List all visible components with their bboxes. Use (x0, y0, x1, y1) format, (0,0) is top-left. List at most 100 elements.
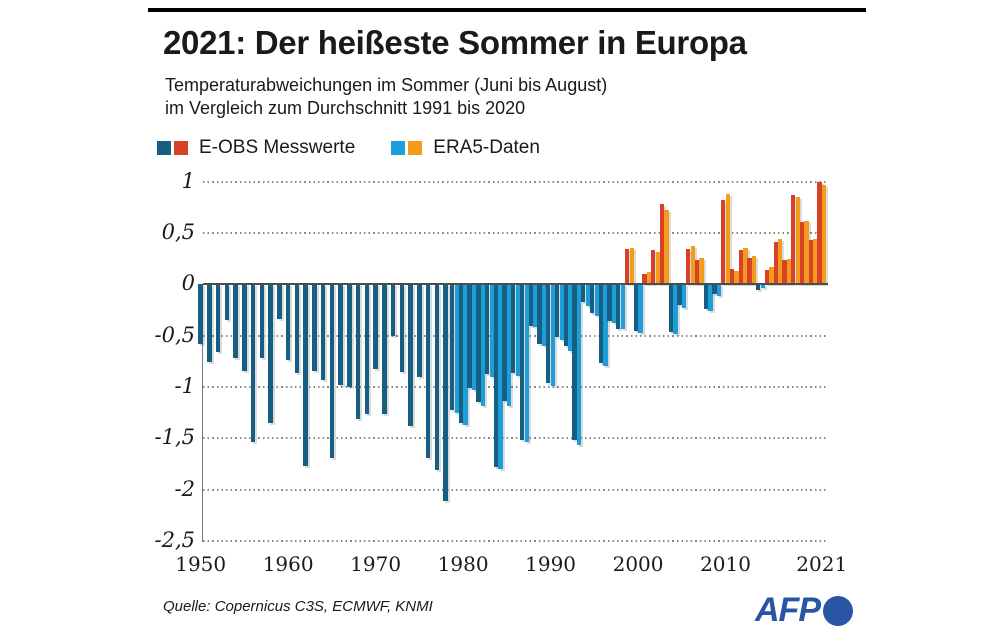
legend: E-OBS Messwerte ERA5-Daten (157, 137, 576, 159)
bar-era5 (629, 248, 634, 285)
y-axis-tick-label: -2 (174, 476, 195, 501)
x-axis-tick-label: 1990 (525, 552, 577, 576)
bar-eobs (721, 200, 726, 285)
x-axis-tick-label: 2000 (612, 552, 664, 576)
bar-era5 (585, 284, 591, 306)
y-axis-spine (201, 284, 204, 542)
bar-era5 (716, 284, 722, 296)
bar-eobs (712, 284, 717, 294)
bar-eobs (285, 284, 291, 361)
bar-eobs (817, 181, 822, 285)
bar-era5 (751, 255, 757, 285)
bar-era5 (769, 266, 774, 285)
y-axis-tick-label: -0,5 (154, 322, 196, 347)
bar-eobs (799, 221, 805, 285)
bar-eobs (546, 284, 551, 383)
bar-era5 (638, 284, 643, 333)
bar-eobs (303, 284, 308, 467)
gridline (202, 540, 828, 543)
bar-era5 (550, 284, 556, 386)
y-axis-tick-label: 1 (181, 168, 195, 193)
bar-eobs (198, 284, 203, 344)
bar-eobs (624, 249, 630, 285)
x-axis-tick-label: 1950 (175, 552, 227, 576)
x-axis-tick-label: 1970 (350, 552, 402, 576)
chart-subtitle: Temperaturabweichungen im Sommer (Juni b… (165, 74, 607, 120)
bar-eobs (355, 284, 361, 419)
bar-era5 (603, 284, 608, 367)
bar-eobs (616, 284, 621, 330)
top-rule (148, 8, 866, 12)
bar-era5 (813, 239, 818, 285)
bar-eobs (443, 284, 448, 502)
bar-eobs (312, 284, 317, 371)
bar-eobs (320, 284, 326, 380)
bar-era5 (463, 284, 468, 426)
bar-era5 (489, 284, 494, 377)
bar-eobs (589, 284, 595, 314)
bar-eobs (808, 240, 813, 285)
bar-eobs (677, 284, 682, 305)
subtitle-line-1: Temperaturabweichungen im Sommer (Juni b… (165, 75, 608, 95)
y-axis-tick-label: 0,5 (161, 219, 195, 244)
y-axis-tick-label: 0 (181, 271, 195, 296)
bar-eobs (484, 284, 490, 374)
bar-era5 (708, 284, 713, 311)
bar-era5 (533, 284, 538, 328)
gridline (202, 488, 828, 491)
bar-era5 (507, 284, 512, 406)
bar-eobs (642, 274, 647, 285)
bar-eobs (581, 284, 586, 302)
bar-eobs (277, 284, 282, 320)
bar-era5 (568, 284, 573, 352)
bar-eobs (703, 284, 708, 309)
bar-era5 (725, 193, 731, 285)
bar-eobs (607, 284, 612, 322)
gridline (202, 386, 828, 389)
bar-eobs (764, 269, 770, 285)
bar-eobs (224, 284, 230, 321)
bar-era5 (778, 239, 783, 285)
bar-era5 (690, 246, 696, 285)
afp-logo-text: AFP (755, 591, 821, 629)
bar-eobs (791, 194, 796, 285)
bar-eobs (493, 284, 498, 468)
bar-eobs (476, 284, 481, 403)
bar-era5 (786, 258, 792, 285)
gridline (202, 231, 828, 234)
bar-eobs (519, 284, 525, 441)
bar-era5 (594, 284, 599, 317)
bar-eobs (563, 284, 568, 346)
bar-era5 (681, 284, 687, 308)
bar-eobs (294, 284, 300, 373)
bar-eobs (233, 284, 238, 359)
bar-era5 (734, 270, 739, 285)
bar-eobs (259, 284, 265, 359)
legend-swatch-era5-positive-icon (408, 141, 423, 155)
legend-label-era5: ERA5-Daten (433, 137, 540, 158)
subtitle-line-2: im Vergleich zum Durchschnitt 1991 bis 2… (165, 98, 526, 118)
bar-eobs (408, 284, 413, 427)
afp-logo: AFP (755, 591, 853, 630)
x-axis-tick-label: 1960 (262, 552, 314, 576)
bar-era5 (760, 284, 765, 289)
bar-eobs (417, 284, 422, 377)
bar-eobs (633, 284, 638, 331)
bar-era5 (524, 284, 529, 443)
bar-era5 (673, 284, 678, 334)
zero-axis-line (202, 283, 828, 286)
bar-eobs (347, 284, 352, 388)
bar-eobs (215, 284, 221, 353)
bar-era5 (795, 196, 800, 285)
bar-era5 (699, 257, 704, 285)
bar-eobs (329, 284, 335, 458)
bar-era5 (498, 284, 503, 470)
source-note: Quelle: Copernicus C3S, ECMWF, KNMI (163, 598, 433, 615)
bar-eobs (373, 284, 378, 369)
bar-era5 (472, 284, 477, 391)
legend-label-eobs: E-OBS Messwerte (199, 137, 356, 158)
bar-eobs (242, 284, 247, 371)
bar-eobs (207, 284, 212, 363)
page-title: 2021: Der heißeste Sommer in Europa (163, 24, 747, 61)
